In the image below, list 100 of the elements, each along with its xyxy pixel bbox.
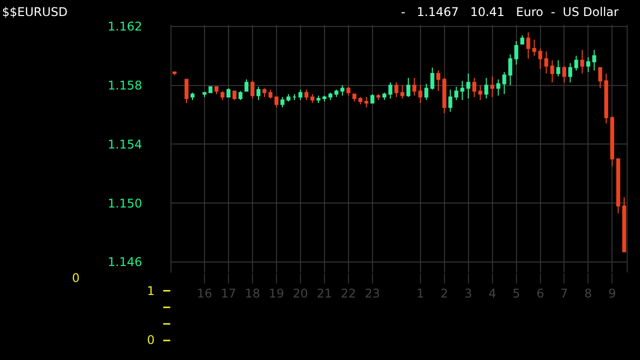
candlestick <box>382 92 386 100</box>
x-tick-label: 1 <box>416 286 424 301</box>
candlestick <box>484 77 488 100</box>
candlestick <box>586 56 590 73</box>
candlestick <box>310 94 314 104</box>
candlestick <box>616 158 620 214</box>
x-tick-label: 23 <box>364 286 380 301</box>
candlestick <box>340 84 344 96</box>
candlestick <box>514 40 518 66</box>
candlestick <box>256 86 260 100</box>
candlestick <box>364 96 368 108</box>
y-tick-label: 1.146 <box>108 255 142 270</box>
candlestick <box>208 86 212 94</box>
text: 0 <box>72 271 80 285</box>
y-tick-label: 1.154 <box>108 137 142 152</box>
candlestick <box>292 94 296 100</box>
x-tick-label: 20 <box>292 286 308 301</box>
candlestick <box>550 60 554 83</box>
candlestick <box>322 95 326 102</box>
candlestick <box>316 95 320 104</box>
x-tick-label: 8 <box>584 286 592 301</box>
candlestick <box>262 88 266 98</box>
candlestick <box>172 72 176 76</box>
candlestick <box>604 72 608 124</box>
candlestick <box>478 84 482 100</box>
candlestick <box>280 96 284 108</box>
candlestick <box>430 67 434 90</box>
chart-subtitle: - 1.1467 10.41 Euro - US Dollar <box>401 5 619 19</box>
candlestick <box>334 89 338 98</box>
candlestick <box>532 39 536 56</box>
candlestick <box>562 66 566 83</box>
y-tick-label: 1.162 <box>108 20 142 34</box>
candlestick <box>388 82 392 100</box>
candlestick <box>226 88 230 98</box>
x-tick-label: 22 <box>340 286 356 301</box>
candlestick <box>244 78 248 92</box>
candlestick <box>352 94 356 102</box>
x-tick-label: 2 <box>440 286 448 301</box>
candlestick <box>568 62 572 83</box>
x-tick-label: 19 <box>268 286 284 301</box>
candlestick <box>622 196 626 252</box>
candlestick <box>442 77 446 114</box>
x-tick-label: 9 <box>608 286 616 301</box>
candlestick <box>598 67 602 89</box>
candlestick <box>376 94 380 100</box>
text: $$EURUSD <box>2 5 68 19</box>
x-tick-label: 7 <box>560 286 568 301</box>
candlestick <box>202 92 206 98</box>
candlestick <box>472 77 476 98</box>
candlestick <box>232 90 236 100</box>
candlestick <box>370 94 374 104</box>
candlestick <box>286 94 290 102</box>
candlestick <box>406 77 410 98</box>
candlestick <box>400 84 404 100</box>
candlestick <box>544 50 548 74</box>
candlestick <box>502 72 506 95</box>
candlestick <box>328 92 332 100</box>
candlestick <box>184 78 188 104</box>
x-tick-label: 17 <box>220 286 236 301</box>
x-tick-label: 16 <box>196 286 212 301</box>
y-tick-label: 1.150 <box>108 196 142 210</box>
candlestick <box>556 60 560 77</box>
x-tick-label: 5 <box>512 286 520 301</box>
x-tick-label: 6 <box>536 286 544 301</box>
candlestick <box>238 90 242 100</box>
candlestick <box>346 86 350 96</box>
candlestick <box>394 82 398 98</box>
candlestick <box>412 77 416 96</box>
x-tick-label: 3 <box>464 286 472 301</box>
candlestick <box>274 96 278 108</box>
candlestick <box>448 89 452 112</box>
candlestick <box>268 89 272 100</box>
candlestick <box>190 92 194 100</box>
candlestick <box>466 72 470 100</box>
candlestick <box>298 89 302 100</box>
candlestick <box>220 90 224 100</box>
candlestick <box>418 84 422 104</box>
candlestick <box>214 86 218 95</box>
candlestick <box>580 49 584 74</box>
candlestick <box>592 49 596 72</box>
x-tick-label: 21 <box>316 286 332 301</box>
candlestick <box>508 54 512 86</box>
candlestick <box>424 83 428 100</box>
candlestick <box>574 55 578 72</box>
candlestick <box>436 70 440 92</box>
candlestick <box>610 116 614 167</box>
text: 0 <box>147 333 155 347</box>
candlestick <box>460 80 464 100</box>
candlestick <box>358 96 362 105</box>
candlestick <box>538 48 542 70</box>
candlestick <box>490 76 494 98</box>
candlestick <box>454 86 458 100</box>
x-tick-label: 4 <box>488 286 496 301</box>
candlestick <box>520 34 524 45</box>
y-tick-label: 1.158 <box>108 78 142 92</box>
candlestick <box>250 80 254 100</box>
candlestick <box>304 89 308 100</box>
candlestick <box>526 32 530 60</box>
x-tick-label: 18 <box>244 286 260 301</box>
candlestick <box>496 78 500 96</box>
